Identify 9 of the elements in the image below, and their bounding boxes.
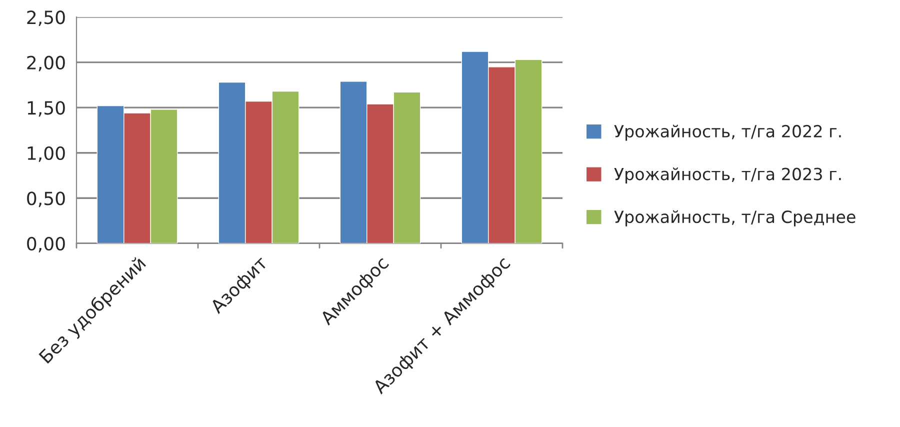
legend-label: Урожайность, т/га 2023 г. [614, 168, 841, 184]
legend-label: Урожайность, т/га Среднее [614, 210, 856, 226]
legend-label: Урожайность, т/га 2022 г. [614, 124, 841, 141]
y-tick-label: 1,00 [28, 146, 65, 162]
y-tick-label: 0,00 [27, 236, 65, 252]
y-tick-label: 2,00 [27, 56, 65, 72]
y-tick-label: 2,50 [27, 10, 65, 26]
y-tick-label: 1,50 [28, 101, 65, 117]
y-tick-label: 0,50 [27, 192, 65, 208]
